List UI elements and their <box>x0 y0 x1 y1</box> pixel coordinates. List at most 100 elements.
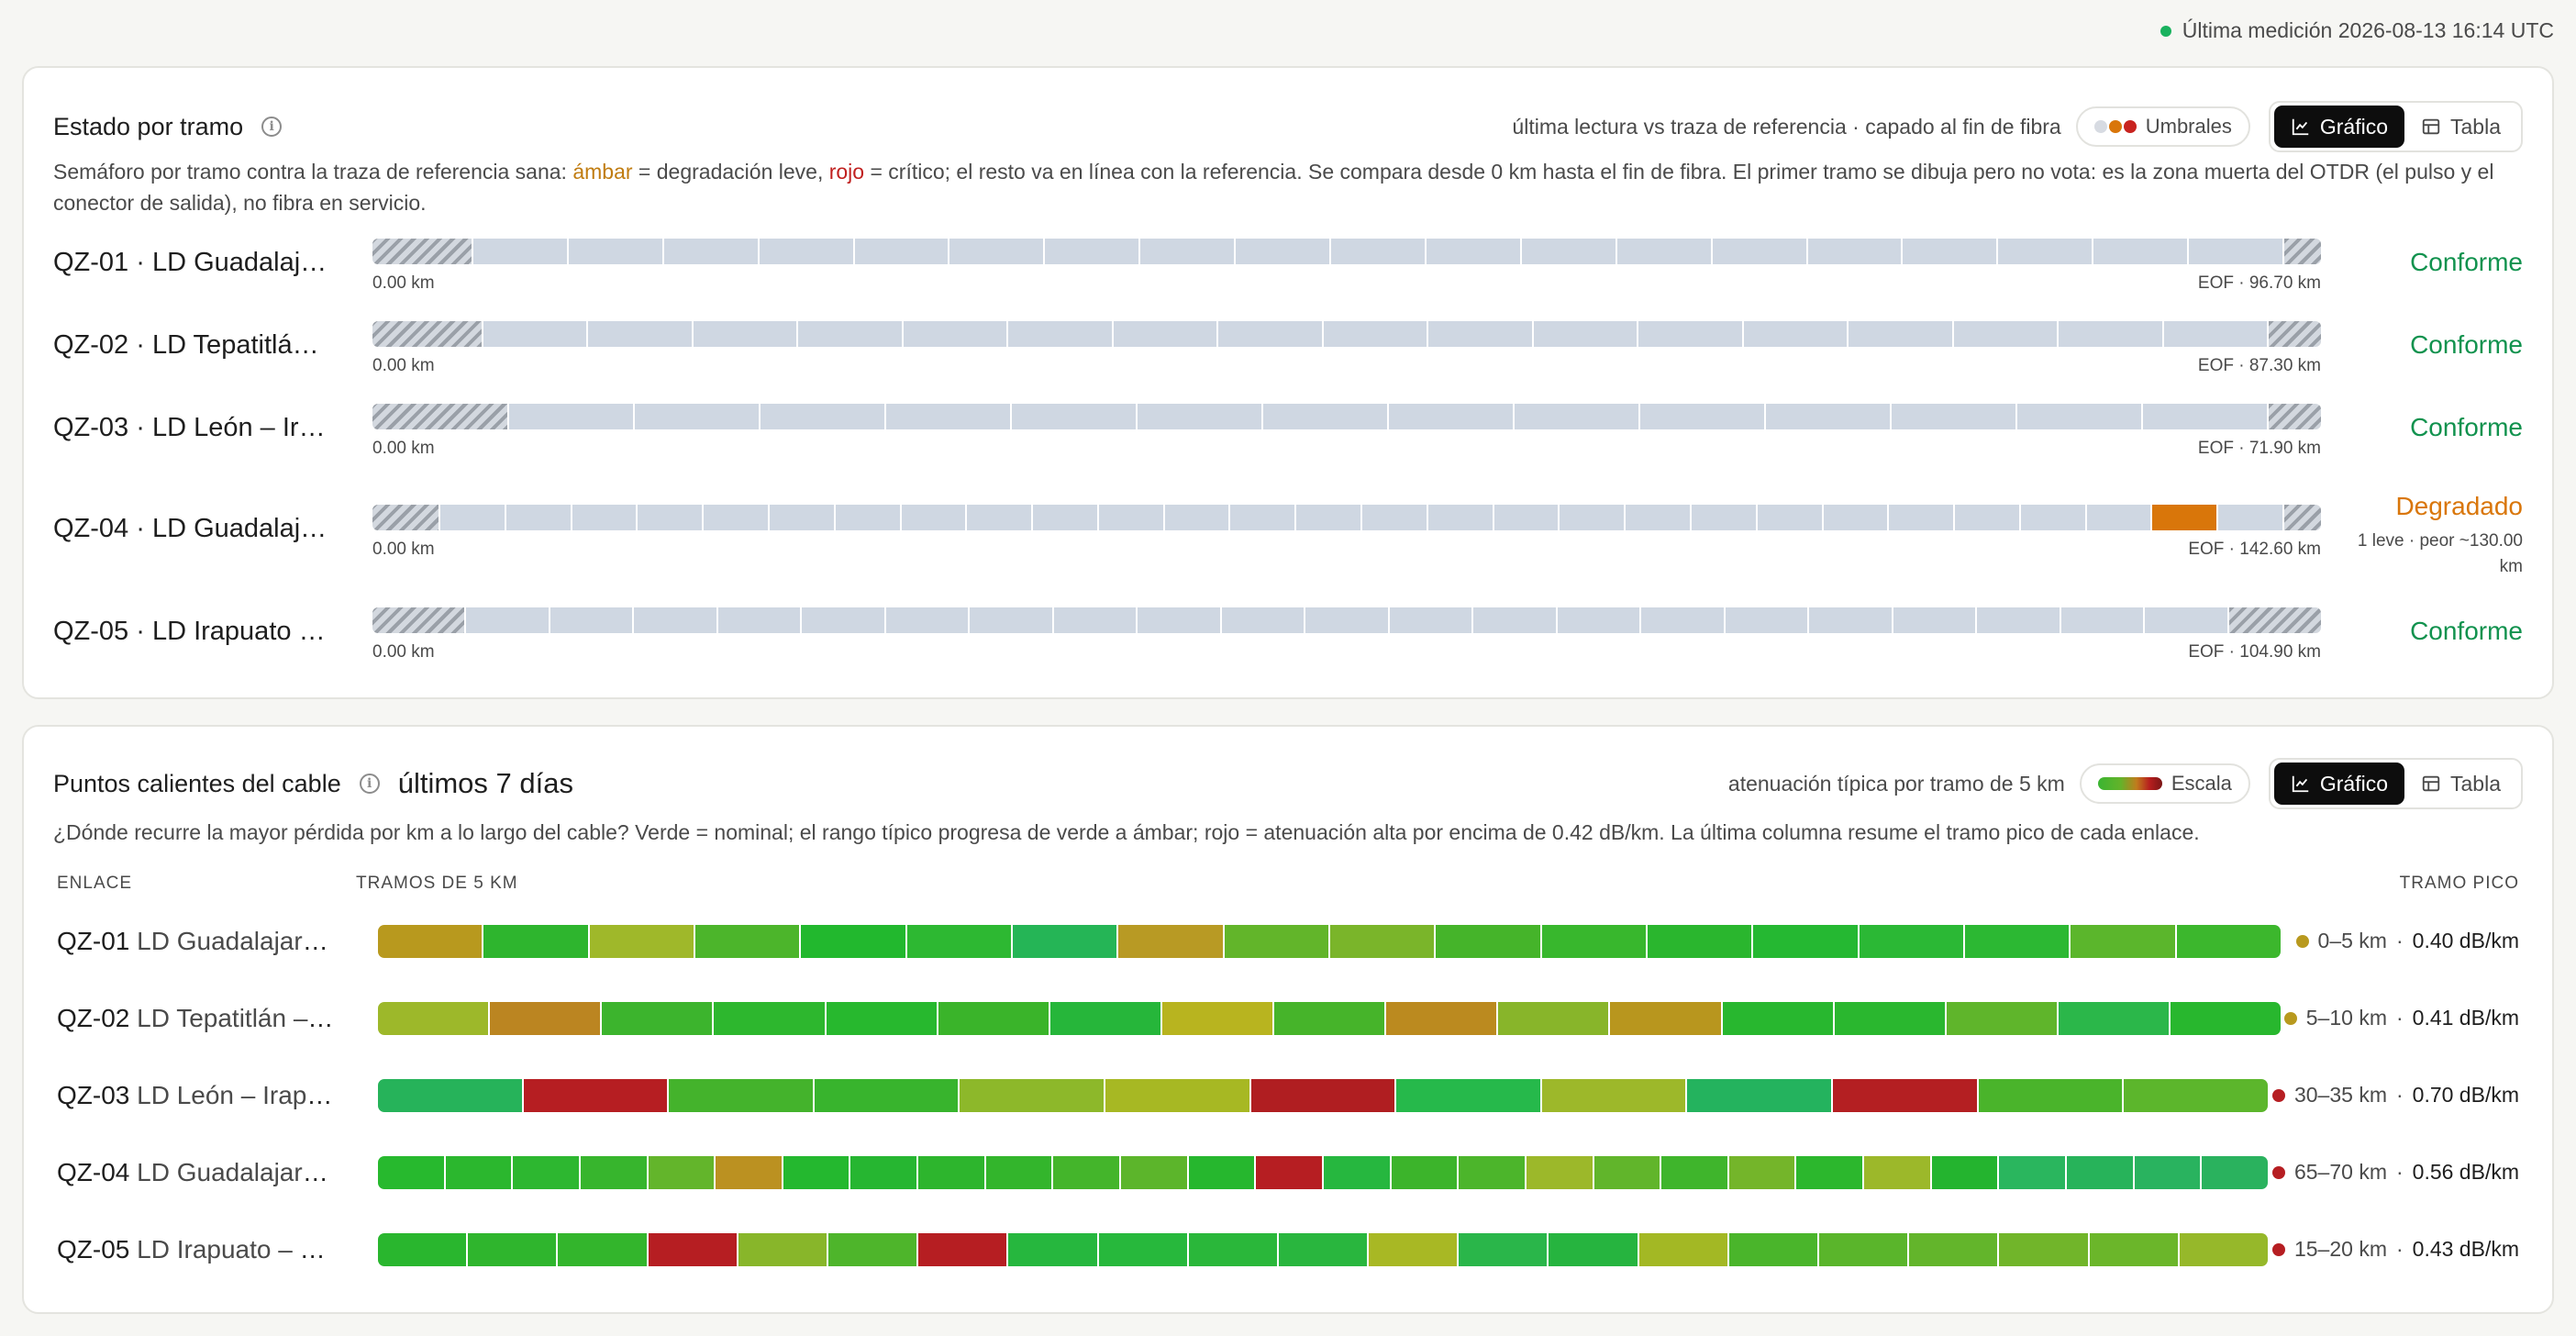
segment[interactable] <box>967 505 1033 530</box>
segment-row[interactable]: QZ-02 · LD Tepatitlán – Querétaro 0.00 km… <box>53 319 2523 393</box>
segment[interactable] <box>1626 505 1692 530</box>
segment[interactable] <box>1324 321 1428 347</box>
segment[interactable] <box>1138 607 1222 633</box>
segment[interactable] <box>2021 505 2087 530</box>
tramo-cell[interactable] <box>1610 1002 1723 1035</box>
segment[interactable] <box>761 404 886 429</box>
segment[interactable] <box>770 505 836 530</box>
tramo-cell[interactable] <box>602 1002 715 1035</box>
segment[interactable] <box>1054 607 1138 633</box>
segment[interactable] <box>1758 505 1824 530</box>
tramo-cell[interactable] <box>1049 1002 1162 1035</box>
tramo-cell[interactable] <box>378 1079 524 1112</box>
segment[interactable] <box>1165 505 1230 530</box>
segment[interactable] <box>902 505 967 530</box>
segment[interactable] <box>1045 239 1140 264</box>
tramo-cell[interactable] <box>1369 1233 1460 1266</box>
table-view-button[interactable]: Tabla <box>2404 106 2517 148</box>
segment[interactable] <box>2218 505 2284 530</box>
segment[interactable] <box>1640 404 1766 429</box>
segment[interactable] <box>1114 321 1218 347</box>
segment-row[interactable]: QZ-04 · LD Guadalajara – León 0.00 km EOF … <box>53 492 2523 576</box>
segment[interactable] <box>2087 505 2152 530</box>
tramo-cell[interactable] <box>2071 925 2177 958</box>
tramo-cell[interactable] <box>1999 1156 2068 1189</box>
tramo-cell[interactable] <box>1833 1079 1979 1112</box>
segment[interactable] <box>1893 607 1977 633</box>
segment[interactable] <box>572 505 638 530</box>
tramo-cell[interactable] <box>378 1156 446 1189</box>
tramo-cell[interactable] <box>714 1002 827 1035</box>
segment[interactable] <box>1809 607 1893 633</box>
tramo-cell[interactable] <box>1436 925 1542 958</box>
segment[interactable] <box>1305 607 1390 633</box>
tramo-cell[interactable] <box>468 1233 559 1266</box>
segment[interactable] <box>1033 505 1099 530</box>
segment[interactable] <box>588 321 694 347</box>
tramo-cell[interactable] <box>1459 1233 1549 1266</box>
segment[interactable] <box>1494 505 1560 530</box>
tramo-cell[interactable] <box>716 1156 783 1189</box>
segment[interactable] <box>2061 607 2145 633</box>
tramo-cell[interactable] <box>1053 1156 1122 1189</box>
tramo-cell[interactable] <box>827 1233 919 1266</box>
segment[interactable] <box>886 404 1012 429</box>
tramo-cell[interactable] <box>2067 1156 2135 1189</box>
tramo-cell[interactable] <box>2171 1002 2281 1035</box>
segment[interactable] <box>949 239 1045 264</box>
segment[interactable] <box>1744 321 1849 347</box>
segment[interactable] <box>2164 321 2269 347</box>
segment-row[interactable]: QZ-01 · LD Guadalajara – Querétaro 0.00 k… <box>53 237 2523 310</box>
tramo-cell[interactable] <box>1008 1233 1099 1266</box>
segment[interactable] <box>1534 321 1638 347</box>
tramo-cell[interactable] <box>1278 1233 1370 1266</box>
tramo-cell[interactable] <box>669 1079 815 1112</box>
segment[interactable] <box>694 321 798 347</box>
segment-row[interactable]: QZ-03 · LD León – Irapuato 0.00 km EOF · 7… <box>53 402 2523 475</box>
tramo-cell[interactable] <box>580 1156 649 1189</box>
tramo-cell[interactable] <box>648 1156 716 1189</box>
segment[interactable] <box>1428 505 1494 530</box>
tramo-cell[interactable] <box>1638 1233 1729 1266</box>
chart-view-button[interactable]: Gráfico <box>2273 106 2405 148</box>
tramo-cell[interactable] <box>826 1002 938 1035</box>
tramo-cell[interactable] <box>1498 1002 1611 1035</box>
degraded-segment[interactable] <box>2152 505 2218 530</box>
hotspot-row[interactable]: QZ-04 LD Guadalajara – León 65–70 km · 0.56… <box>57 1156 2519 1193</box>
segment[interactable] <box>1362 505 1428 530</box>
segment[interactable] <box>1998 239 2093 264</box>
tramo-cell[interactable] <box>1526 1156 1594 1189</box>
segment[interactable] <box>1766 404 1892 429</box>
segment[interactable] <box>1138 404 1263 429</box>
segment[interactable] <box>1218 321 1324 347</box>
segment[interactable] <box>1236 239 1331 264</box>
tramo-cell[interactable] <box>1224 925 1330 958</box>
tramo-cell[interactable] <box>1541 925 1648 958</box>
tramo-cell[interactable] <box>938 1002 1050 1035</box>
segment[interactable] <box>904 321 1008 347</box>
segment[interactable] <box>2143 404 2269 429</box>
tramo-cell[interactable] <box>589 925 695 958</box>
tramo-cell[interactable] <box>1118 925 1225 958</box>
tramo-cell[interactable] <box>445 1156 514 1189</box>
segment[interactable] <box>2145 607 2229 633</box>
tramo-cell[interactable] <box>1098 1233 1189 1266</box>
tramo-cell[interactable] <box>1391 1156 1460 1189</box>
table-view-button[interactable]: Tabla <box>2404 763 2517 805</box>
tramo-cell[interactable] <box>378 1002 491 1035</box>
tramo-cell[interactable] <box>738 1233 828 1266</box>
segment[interactable] <box>1892 404 2017 429</box>
tramo-cell[interactable] <box>1909 1233 2000 1266</box>
tramo-cell[interactable] <box>985 1156 1054 1189</box>
tramo-cell[interactable] <box>1188 1233 1279 1266</box>
segment[interactable] <box>635 404 761 429</box>
tramo-cell[interactable] <box>378 925 484 958</box>
segment[interactable] <box>1331 239 1427 264</box>
segment[interactable] <box>1849 321 1954 347</box>
hotspot-row[interactable]: QZ-01 LD Guadalajara – Querétaro0–5 km·0… <box>57 925 2519 962</box>
segment[interactable] <box>970 607 1054 633</box>
tramo-cell[interactable] <box>1796 1156 1865 1189</box>
segment[interactable] <box>1230 505 1296 530</box>
segment[interactable] <box>1222 607 1305 633</box>
tramo-cell[interactable] <box>1161 1002 1274 1035</box>
